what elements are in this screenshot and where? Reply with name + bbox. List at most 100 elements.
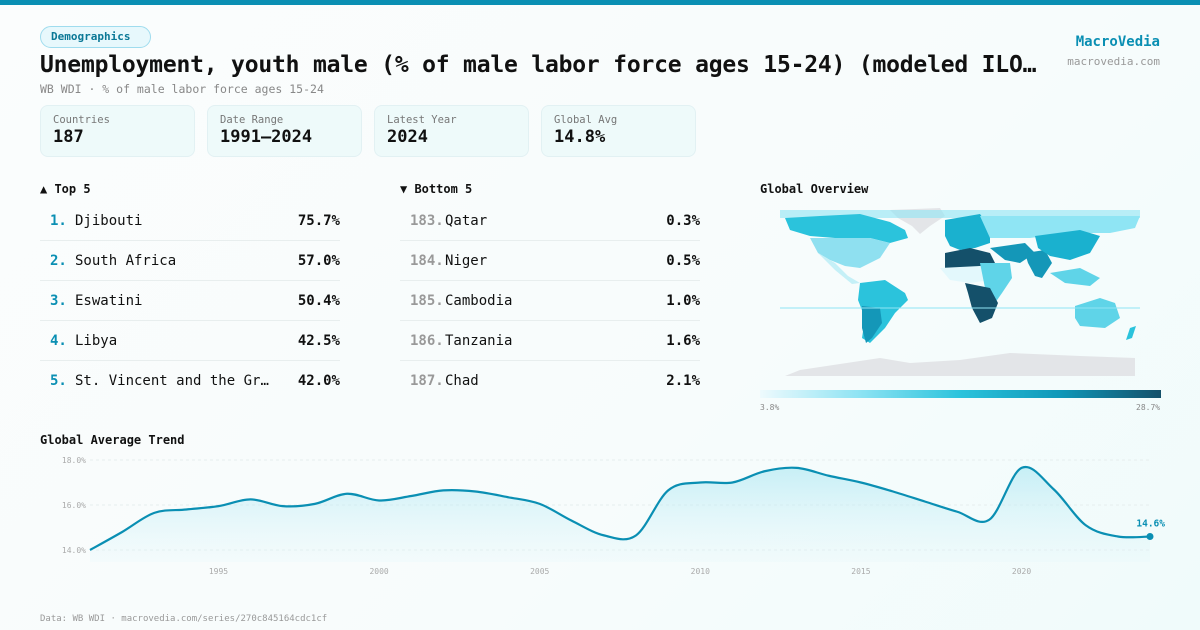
footer-source: Data: WB WDI · macrovedia.com/series/270… <box>40 614 328 624</box>
country-name: South Africa <box>75 252 177 269</box>
bottom5-list: 183. Qatar 0.3% 184. Niger 0.5% 185. Cambodia 1.… <box>400 201 700 401</box>
category-tag[interactable]: Demographics <box>40 26 152 48</box>
list-item[interactable]: 183. Qatar 0.3% <box>400 201 700 241</box>
map-new-zealand <box>1126 326 1136 340</box>
top5-list: 1. Djibouti 75.7% 2. South Africa 57.0% 3. Eswa… <box>40 201 340 401</box>
brand: MacroVedia macrovedia.com <box>1067 34 1160 68</box>
legend-max: 28.7% <box>1136 403 1161 412</box>
value: 42.0% <box>297 373 340 389</box>
x-tick-label: 2005 <box>530 567 549 576</box>
x-tick-label: 1995 <box>209 567 228 576</box>
map-usa <box>810 238 890 268</box>
stat-value: 14.8% <box>554 127 606 147</box>
x-tick-label: 2020 <box>1012 567 1031 576</box>
rank: 2. <box>50 252 67 269</box>
stat-value: 187 <box>53 127 84 147</box>
country-name: Tanzania <box>445 332 513 349</box>
last-point[interactable] <box>1146 533 1154 540</box>
top5-title: ▲ Top 5 <box>40 182 91 196</box>
map-southern-africa <box>965 283 998 323</box>
last-value-label: 14.6% <box>1136 519 1165 530</box>
stat-label: Latest Year <box>387 114 457 126</box>
country-name: Niger <box>445 252 488 269</box>
rank: 5. <box>50 373 67 389</box>
stat-label: Global Avg <box>554 114 618 126</box>
map-argentina <box>862 306 882 343</box>
list-item[interactable]: 184. Niger 0.5% <box>400 241 700 281</box>
rank: 185. <box>410 292 444 309</box>
map-antarctica <box>785 353 1135 376</box>
legend-min: 3.8% <box>760 403 780 412</box>
country-name: Eswatini <box>75 292 143 309</box>
value: 57.0% <box>297 252 340 269</box>
list-item[interactable]: 186. Tanzania 1.6% <box>400 321 700 361</box>
map-india <box>1025 250 1052 278</box>
rank: 184. <box>410 252 444 269</box>
map-mexico-ca <box>818 253 860 284</box>
map-china <box>1035 230 1100 260</box>
value: 42.5% <box>297 332 340 349</box>
country-name: Cambodia <box>445 292 513 309</box>
top-accent-bar <box>0 0 1200 5</box>
country-name: Chad <box>445 373 479 389</box>
map-title: Global Overview <box>760 182 869 196</box>
list-item[interactable]: 185. Cambodia 1.0% <box>400 281 700 321</box>
stat-label: Date Range <box>220 114 284 126</box>
list-item[interactable]: 2. South Africa 57.0% <box>40 241 340 281</box>
rank: 3. <box>50 292 67 309</box>
stat-card-countries: Countries 187 <box>40 105 195 157</box>
map-europe <box>945 214 990 250</box>
list-item[interactable]: 4. Libya 42.5% <box>40 321 340 361</box>
map-middle-east <box>990 243 1035 263</box>
value: 2.1% <box>666 373 700 389</box>
world-map[interactable] <box>780 208 1140 380</box>
y-tick-label: 14.0% <box>62 546 86 555</box>
brand-url[interactable]: macrovedia.com <box>1067 55 1160 68</box>
area-fill <box>90 466 1150 562</box>
map-australia <box>1075 298 1120 328</box>
x-tick-label: 2000 <box>369 567 388 576</box>
map-color-legend <box>760 390 1161 398</box>
rank: 4. <box>50 332 67 349</box>
stat-card-date-range: Date Range 1991–2024 <box>207 105 362 157</box>
stat-card-latest-year: Latest Year 2024 <box>374 105 529 157</box>
y-tick-label: 18.0% <box>62 456 86 465</box>
map-se-asia <box>1050 268 1100 286</box>
map-canada <box>785 214 908 243</box>
value: 0.5% <box>666 252 700 269</box>
value: 1.0% <box>666 292 700 309</box>
bottom5-title: ▼ Bottom 5 <box>400 182 473 196</box>
y-tick-label: 16.0% <box>62 501 86 510</box>
trend-chart[interactable]: 14.0% 16.0% 18.0% 1995 2000 2005 2010 2015 2020 1… <box>0 450 1200 580</box>
x-tick-label: 2015 <box>851 567 870 576</box>
map-east-africa <box>980 263 1012 303</box>
page-title: Unemployment, youth male (% of male labo… <box>40 52 1037 78</box>
brand-name[interactable]: MacroVedia <box>1075 34 1160 50</box>
x-tick-label: 2010 <box>691 567 710 576</box>
rank: 1. <box>50 212 67 229</box>
list-item[interactable]: 5. St. Vincent and the Grenadines 42.0% <box>40 361 340 401</box>
country-name: Djibouti <box>75 212 143 229</box>
page-subtitle: WB WDI · % of male labor force ages 15-2… <box>40 82 324 96</box>
value: 0.3% <box>666 212 700 229</box>
trend-line <box>89 465 1151 551</box>
trend-title: Global Average Trend <box>40 433 185 447</box>
stat-value: 2024 <box>387 127 428 147</box>
list-item[interactable]: 187. Chad 2.1% <box>400 361 700 401</box>
stat-card-global-avg: Global Avg 14.8% <box>541 105 696 157</box>
stat-label: Countries <box>53 114 110 126</box>
list-item[interactable]: 1. Djibouti 75.7% <box>40 201 340 241</box>
list-item[interactable]: 3. Eswatini 50.4% <box>40 281 340 321</box>
value: 1.6% <box>666 332 700 349</box>
value: 50.4% <box>297 292 340 309</box>
map-sahel <box>940 266 995 283</box>
rank: 187. <box>410 373 444 389</box>
country-name: St. Vincent and the Grenadines <box>75 373 275 389</box>
country-name: Libya <box>75 332 118 349</box>
map-russia <box>980 216 1140 238</box>
country-name: Qatar <box>445 212 488 229</box>
rank: 186. <box>410 332 444 349</box>
stat-value: 1991–2024 <box>220 127 313 147</box>
rank: 183. <box>410 212 444 229</box>
value: 75.7% <box>297 212 340 229</box>
